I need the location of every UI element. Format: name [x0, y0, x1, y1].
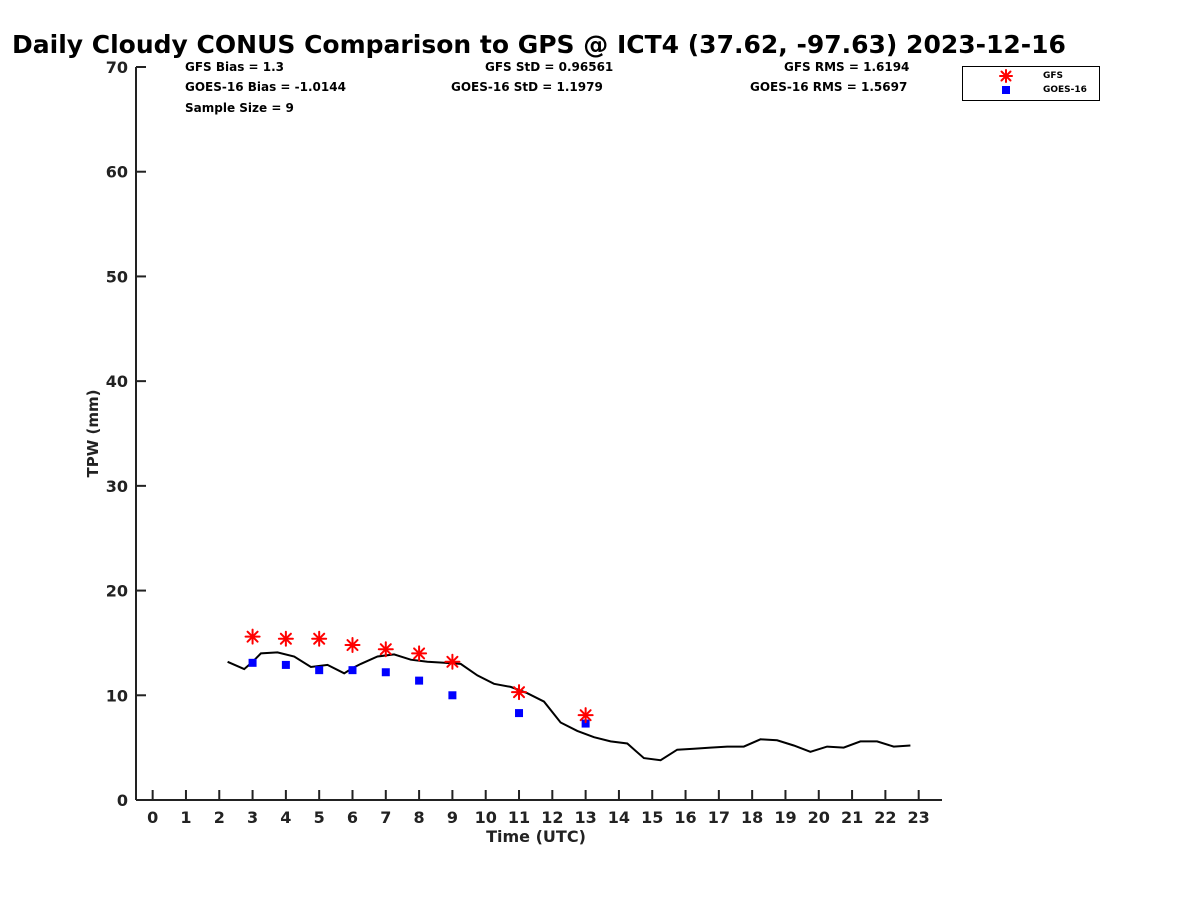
y-tick-label: 30: [106, 477, 128, 496]
chart-legend: GFS GOES-16: [962, 66, 1100, 101]
x-tick-label: 15: [641, 808, 663, 827]
y-tick-label: 0: [117, 791, 128, 810]
x-tick-label: 16: [674, 808, 696, 827]
y-tick-label: 60: [106, 163, 128, 182]
y-tick-label: 10: [106, 686, 128, 705]
legend-item-gfs: GFS: [963, 69, 1099, 83]
gps-series-line: [227, 651, 911, 762]
x-tick-label: 1: [180, 808, 191, 827]
y-tick-label: 50: [106, 267, 128, 286]
goes-data-point: [381, 668, 390, 677]
x-tick-label: 9: [447, 808, 458, 827]
gfs-std-label: GFS StD = 0.96561: [485, 60, 614, 74]
x-tick-label: 22: [874, 808, 896, 827]
gfs-rms-label: GFS RMS = 1.6194: [784, 60, 910, 74]
goes-bias-label: GOES-16 Bias = -1.0144: [185, 80, 346, 94]
goes-data-point: [315, 666, 324, 675]
x-tick-label: 8: [414, 808, 425, 827]
x-tick-label: 6: [347, 808, 358, 827]
gfs-data-point: [444, 653, 461, 670]
goes-data-point: [415, 676, 424, 685]
x-tick-label: 21: [841, 808, 863, 827]
x-tick-label: 12: [541, 808, 563, 827]
x-tick-label: 18: [741, 808, 763, 827]
legend-item-goes: GOES-16: [963, 83, 1099, 97]
gfs-data-point: [277, 630, 294, 647]
goes-data-point: [348, 666, 357, 675]
goes-data-point: [281, 660, 290, 669]
legend-gfs-marker-icon: [999, 69, 1013, 83]
gfs-data-point: [244, 628, 261, 645]
x-tick-label: 4: [280, 808, 291, 827]
x-tick-label: 11: [508, 808, 530, 827]
gfs-data-point: [411, 645, 428, 662]
y-tick-label: 40: [106, 372, 128, 391]
x-axis-label: Time (UTC): [486, 827, 586, 846]
goes-data-point: [248, 658, 257, 667]
x-tick-label: 13: [574, 808, 596, 827]
gfs-data-point: [577, 707, 594, 724]
gfs-data-point: [511, 684, 528, 701]
chart-title: Daily Cloudy CONUS Comparison to GPS @ I…: [12, 30, 1066, 59]
gfs-data-point: [377, 641, 394, 658]
goes-data-point: [581, 719, 590, 728]
sample-size-label: Sample Size = 9: [185, 101, 294, 115]
x-tick-label: 7: [380, 808, 391, 827]
x-tick-label: 3: [247, 808, 258, 827]
gfs-data-point: [344, 637, 361, 654]
legend-label-goes: GOES-16: [1043, 85, 1087, 95]
x-tick-label: 14: [608, 808, 630, 827]
x-tick-label: 19: [774, 808, 796, 827]
goes-rms-label: GOES-16 RMS = 1.5697: [750, 80, 908, 94]
gfs-data-point: [311, 630, 328, 647]
x-tick-label: 23: [908, 808, 930, 827]
y-axis-label: TPW (mm): [84, 390, 102, 478]
x-tick-label: 20: [808, 808, 830, 827]
x-tick-label: 10: [475, 808, 497, 827]
goes-std-label: GOES-16 StD = 1.1979: [451, 80, 603, 94]
x-tick-label: 5: [314, 808, 325, 827]
goes-data-point: [448, 691, 457, 700]
legend-label-gfs: GFS: [1043, 71, 1064, 81]
legend-goes-marker-icon: [1002, 86, 1010, 94]
gfs-bias-label: GFS Bias = 1.3: [185, 60, 285, 74]
y-tick-label: 70: [106, 58, 128, 77]
x-tick-label: 17: [708, 808, 730, 827]
y-tick-label: 20: [106, 582, 128, 601]
x-tick-label: 0: [147, 808, 158, 827]
goes-data-point: [515, 709, 524, 718]
x-tick-label: 2: [214, 808, 225, 827]
